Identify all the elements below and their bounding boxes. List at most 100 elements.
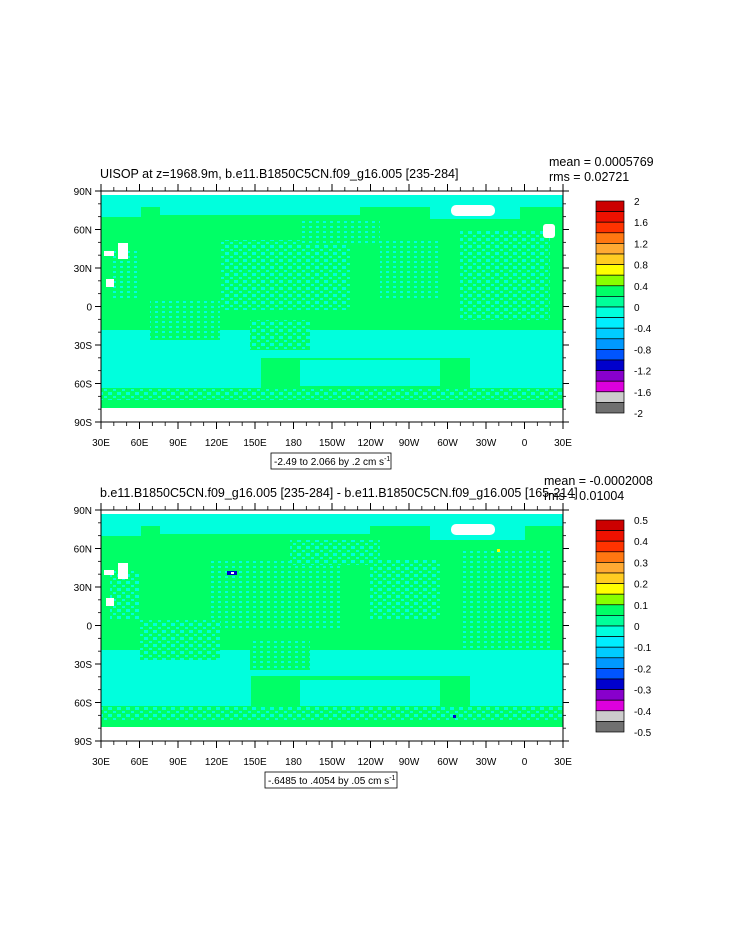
panel-1-lon-label: 30E <box>92 438 110 449</box>
panel-2-anomaly-spots <box>227 549 500 718</box>
panel-2-colorbar-box <box>595 636 625 648</box>
panel-2-colorbar-box <box>595 689 625 701</box>
panel-2-lat-label: 90S <box>74 737 92 748</box>
panel-2-lat-label: 60S <box>74 699 92 710</box>
panel-1-colorbar-box <box>595 264 625 276</box>
panel-2-colorbar-label: -0.3 <box>634 686 652 697</box>
panel-2-colorbar-label: 0.4 <box>634 537 648 548</box>
panel-1-colorbar-box <box>595 317 625 329</box>
panel-2-lat-label: 60N <box>74 545 92 556</box>
panel-1-colorbar-box <box>595 296 625 308</box>
panel-1-colorbar-box <box>595 243 625 255</box>
panel-2-lat-label: 90N <box>74 506 92 517</box>
panel-2-colorbar <box>595 519 625 733</box>
svg-text:-.6485 to .4054 by .05 cm s-1: -.6485 to .4054 by .05 cm s-1 <box>268 775 396 787</box>
panel-1-colorbar-label: -1.6 <box>634 388 652 399</box>
panel-1-colorbar-labels: 2 1.6 1.2 0.8 0.4 0 -0.4 -0.8 -1.2 -1.6 -2 <box>634 197 652 420</box>
svg-text:-2.49 to 2.066 by .2 cm s-1: -2.49 to 2.066 by .2 cm s-1 <box>274 456 390 468</box>
panel-1-colorbar-label: 1.2 <box>634 239 648 250</box>
panel-1-colorbar-box <box>595 338 625 350</box>
panel-1-colorbar-box <box>595 306 625 318</box>
panel-1-colorbar-label: 0.8 <box>634 261 648 272</box>
panel-1-colorbar-box <box>595 349 625 361</box>
panel-2-colorbar-box <box>595 519 625 531</box>
panel-2-lat-label: 30N <box>74 583 92 594</box>
panel-2-lon-label: 150W <box>319 757 346 768</box>
panel-2-lat-label: 0 <box>86 622 92 633</box>
panel-1-lon-label: 120E <box>205 438 229 449</box>
panel-1-colorbar-box <box>595 285 625 297</box>
panel-1: UISOP at z=1968.9m, b.e11.B1850C5CN.f09_… <box>74 155 654 470</box>
panel-1-lat-label: 30S <box>74 341 92 352</box>
panel-1-colorbar-box <box>595 221 625 234</box>
panel-2-colorbar-label: -0.4 <box>634 707 652 718</box>
panel-1-colorbar-box <box>595 327 625 340</box>
panel-2-colorbar-box <box>595 699 625 712</box>
panel-1-lon-label: 60E <box>131 438 149 449</box>
panel-1-rms: rms = 0.02721 <box>549 170 629 184</box>
panel-1-colorbar-label: 2 <box>634 197 640 208</box>
panel-2-ticks <box>95 503 569 748</box>
panel-2-colorbar-box <box>595 678 625 690</box>
panel-1-lon-labels: 30E 60E 90E 120E 150E 180 150W 120W 90W 60W 30W 0 30… <box>92 438 572 449</box>
panel-1-colorbar-label: 0.4 <box>634 282 648 293</box>
panel-2-colorbar-box <box>595 583 625 595</box>
panel-1-colorbar-box <box>595 370 625 382</box>
panel-1-lon-label: 180 <box>285 438 302 449</box>
panel-1-colorbar-box <box>595 274 625 287</box>
panel-1-lat-label: 60S <box>74 380 92 391</box>
panel-1-map <box>95 184 569 429</box>
panel-1-lon-label: 120W <box>357 438 384 449</box>
panel-1-range-text: -2.49 to 2.066 by .2 cm s <box>274 457 384 468</box>
panel-1-lat-labels: 90N 60N 30N 0 30S 60S 90S <box>74 187 93 429</box>
panel-2-colorbar-label: 0 <box>634 622 640 633</box>
panel-1-ticks <box>95 184 569 429</box>
panel-2-colorbar-box <box>595 562 625 574</box>
panel-1-colorbar-label: -0.4 <box>634 324 652 335</box>
panel-1-lon-label: 90E <box>169 438 187 449</box>
panel-2-colorbar-box <box>595 657 625 669</box>
panel-1-negative-regions <box>101 195 563 400</box>
panel-2-lon-label: 30E <box>92 757 110 768</box>
panel-2-range-text: -.6485 to .4054 by .05 cm s <box>268 776 389 787</box>
panel-2-colorbar-box <box>595 593 625 606</box>
panel-1-colorbar-box <box>595 200 625 212</box>
panel-1-title: UISOP at z=1968.9m, b.e11.B1850C5CN.f09_… <box>100 167 458 181</box>
panel-2-lon-label: 120E <box>205 757 229 768</box>
panel-1-colorbar-label: 1.6 <box>634 218 648 229</box>
panel-2-lon-label: 180 <box>285 757 302 768</box>
panel-2-colorbar-label: 0.2 <box>634 580 648 591</box>
panel-1-lat-label: 60N <box>74 226 92 237</box>
panel-1-lon-label: 90W <box>399 438 420 449</box>
panel-2-colorbar-label: -0.5 <box>634 728 652 739</box>
panel-1-mean: mean = 0.0005769 <box>549 155 654 169</box>
panel-1-range-box: -2.49 to 2.066 by .2 cm s-1 <box>270 452 392 470</box>
panel-2-lat-label: 30S <box>74 660 92 671</box>
panel-1-colorbar-label: -0.8 <box>634 345 652 356</box>
panel-2-lon-label: 30W <box>476 757 497 768</box>
panel-2-colorbar-box <box>595 551 625 563</box>
panel-1-lon-label: 30E <box>554 438 572 449</box>
panel-2-lon-label: 150E <box>243 757 267 768</box>
panel-2-colorbar-label: 0.1 <box>634 601 648 612</box>
panel-1-colorbar-label: -2 <box>634 409 643 420</box>
panel-1-lat-label: 90N <box>74 187 92 198</box>
panel-2-lon-label: 60W <box>437 757 458 768</box>
panel-2-lon-label: 30E <box>554 757 572 768</box>
panel-2-colorbar-box <box>595 615 625 627</box>
panel-1-colorbar-label: 0 <box>634 303 640 314</box>
panel-2-colorbar-labels: 0.5 0.4 0.3 0.2 0.1 0 -0.1 -0.2 -0.3 -0.4 -0.5 <box>634 516 652 739</box>
panel-2-colorbar-label: -0.2 <box>634 664 652 675</box>
panel-2-colorbar-label: -0.1 <box>634 643 652 654</box>
panel-1-lon-label: 150W <box>319 438 346 449</box>
panel-1-colorbar-label: -1.2 <box>634 367 652 378</box>
panel-2-colorbar-box <box>595 604 625 616</box>
panel-1-missing-land <box>101 191 563 422</box>
panel-2: b.e11.B1850C5CN.f09_g16.005 [235-284] - … <box>74 474 653 789</box>
panel-2-colorbar-box <box>595 668 625 680</box>
panel-1-lat-label: 0 <box>86 303 92 314</box>
panel-2-lon-label: 90E <box>169 757 187 768</box>
panel-2-range-box: -.6485 to .4054 by .05 cm s-1 <box>264 771 398 789</box>
panel-2-map <box>95 503 569 748</box>
